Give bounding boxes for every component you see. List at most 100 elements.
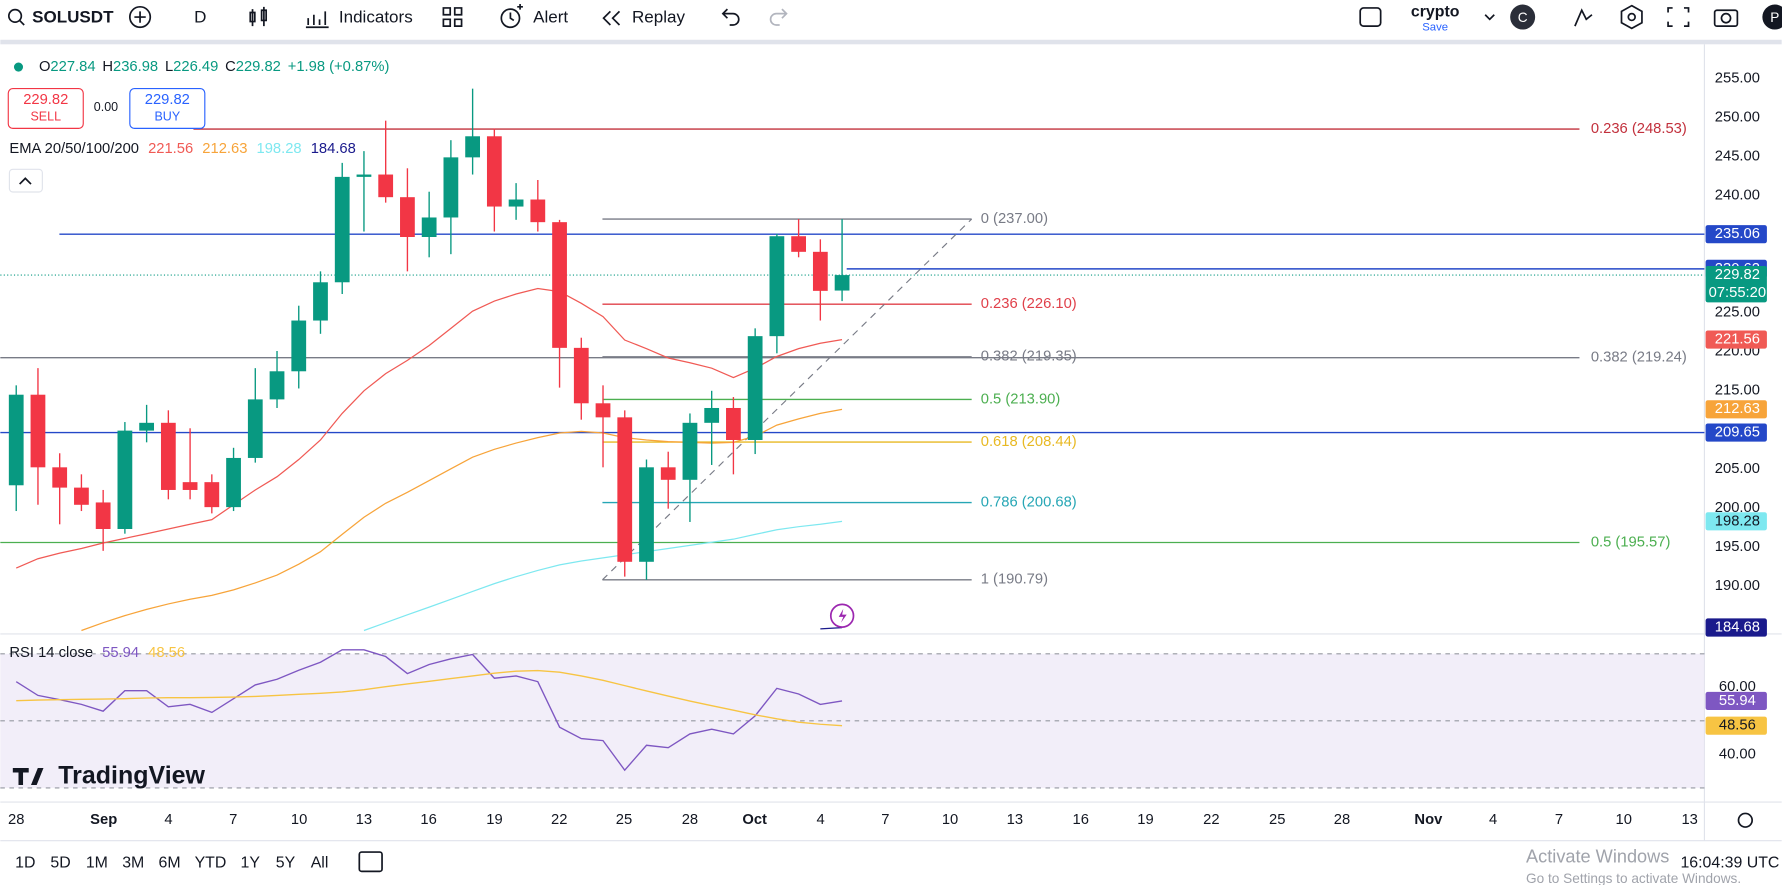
range-button[interactable]: 5Y [276,855,296,872]
candle-body [552,222,567,348]
layout-name[interactable]: crypto [1411,4,1460,21]
x-tick-label: 28 [682,812,698,828]
sell-button[interactable] [7,88,84,129]
alert-icon[interactable] [500,8,521,29]
drawings: 0 (237.00) 0.236 (226.10) 0.382 (219.35) 0.… [0,121,1705,588]
price-badge-label: 198.28 [1715,513,1760,529]
x-tick-label: Sep [90,812,117,828]
layout-button[interactable] [1359,7,1382,27]
price-badge-label: 229.82 [1715,267,1760,283]
price-badge-label: 48.56 [1719,718,1756,734]
price-badge [1705,716,1767,735]
fib-label: 0.382 (219.35) [981,349,1077,365]
x-tick-label: 16 [420,812,436,828]
goto-date-button[interactable] [358,851,383,873]
candle-body [117,430,133,529]
layout-menu-button[interactable] [1484,14,1495,21]
candle-body [378,174,394,198]
add-symbol-button[interactable] [128,5,152,29]
fullscreen-button[interactable] [1667,7,1690,27]
ohlc-value: 227.84 [50,59,95,75]
price-badge-label: 55.94 [1719,693,1756,709]
countdown: 07:55:20 [1709,285,1766,301]
range-button[interactable]: 1D [15,855,35,872]
settings-icon [1627,12,1636,22]
fib-label: 0.382 (219.24) [1591,350,1687,366]
candle-body [617,417,633,562]
search-icon[interactable] [7,8,23,24]
y-tick-label: 255.00 [1715,70,1760,86]
x-tick-label: 22 [551,812,567,828]
price-badge-label: 235.06 [1715,226,1760,242]
symbol[interactable]: SOLUSDT [32,8,114,27]
clock: 16:04:39 UTC [1680,855,1779,872]
sell-label: SELL [30,109,61,123]
price-badge [1705,225,1767,244]
candle-body [595,403,611,418]
rsi-title: RSI 14 close [9,645,93,661]
redo-button[interactable] [769,8,788,26]
x-tick-label: Oct [742,812,767,828]
indicators-button[interactable]: Indicators [339,8,413,27]
x-tick-label: 4 [164,812,172,828]
candle-body [834,275,850,291]
ema-line [15,287,843,569]
x-tick-label: 25 [616,812,632,828]
rsi-line [16,669,843,727]
indicators-icon[interactable] [305,11,329,29]
candle-body [421,217,437,237]
x-tick-label: 10 [942,812,958,828]
ohlc-key: H [102,59,113,75]
fib-label: 0.5 (195.57) [1591,534,1671,550]
interval[interactable]: D [194,8,206,27]
x-tick-label: 22 [1203,812,1219,828]
change: +1.98 (+0.87%) [288,59,390,75]
collapse-legend-button[interactable] [8,168,43,193]
ema-value: 184.68 [311,141,356,157]
fib-trend-line[interactable] [602,218,973,581]
price-badge-label: 212.63 [1715,401,1760,417]
x-tick-label: 13 [356,812,372,828]
buy-button[interactable] [129,88,206,129]
range-button[interactable]: All [311,855,329,872]
chart-type-button[interactable] [249,6,268,27]
price-badge [1705,691,1767,711]
ema-line [81,408,843,632]
x-tick-label: Nov [1414,812,1443,828]
y-tick-label: 190.00 [1715,578,1760,594]
ohlc-key: C [225,59,236,75]
ema-value: 212.63 [202,141,247,157]
price-pane [8,88,850,632]
replay-icon[interactable] [602,10,621,26]
range-button[interactable]: 3M [122,855,144,872]
quick-search-button[interactable] [1574,8,1593,27]
sell-price: 229.82 [23,92,68,108]
undo-button[interactable] [721,8,740,26]
alert-button[interactable]: Alert [533,8,568,27]
range-button[interactable]: 5D [50,855,70,872]
axis-settings-button[interactable] [1737,812,1753,828]
templates-button[interactable] [442,7,463,27]
settings-button[interactable] [1620,4,1643,30]
range-button[interactable]: YTD [195,855,227,872]
x-tick-label: 13 [1007,812,1023,828]
avatar[interactable] [1510,4,1536,30]
candle-body [313,282,328,321]
price-badge [1705,266,1767,303]
avatar-letter: C [1518,10,1528,25]
profile[interactable] [1762,4,1782,30]
snapshot-button[interactable] [1713,9,1739,27]
range-button[interactable]: 1Y [241,855,261,872]
ohlc-legend: O227.84 H236.98 L226.49 C229.82 +1.98 (+0.87… [39,59,389,75]
rsi-tick-label: 40.00 [1719,746,1756,762]
range-button[interactable]: 6M [159,855,181,872]
rsi-value: 55.94 [102,645,139,661]
candle-body [704,407,720,423]
rsi-tick-label: 60.00 [1719,679,1756,695]
ohlc-value: 226.49 [173,59,218,75]
replay-button[interactable]: Replay [632,8,685,27]
range-button[interactable]: 1M [86,855,108,872]
save-button[interactable]: Save [1422,21,1448,33]
candle-body [747,336,763,440]
x-tick-label: 19 [1137,812,1153,828]
